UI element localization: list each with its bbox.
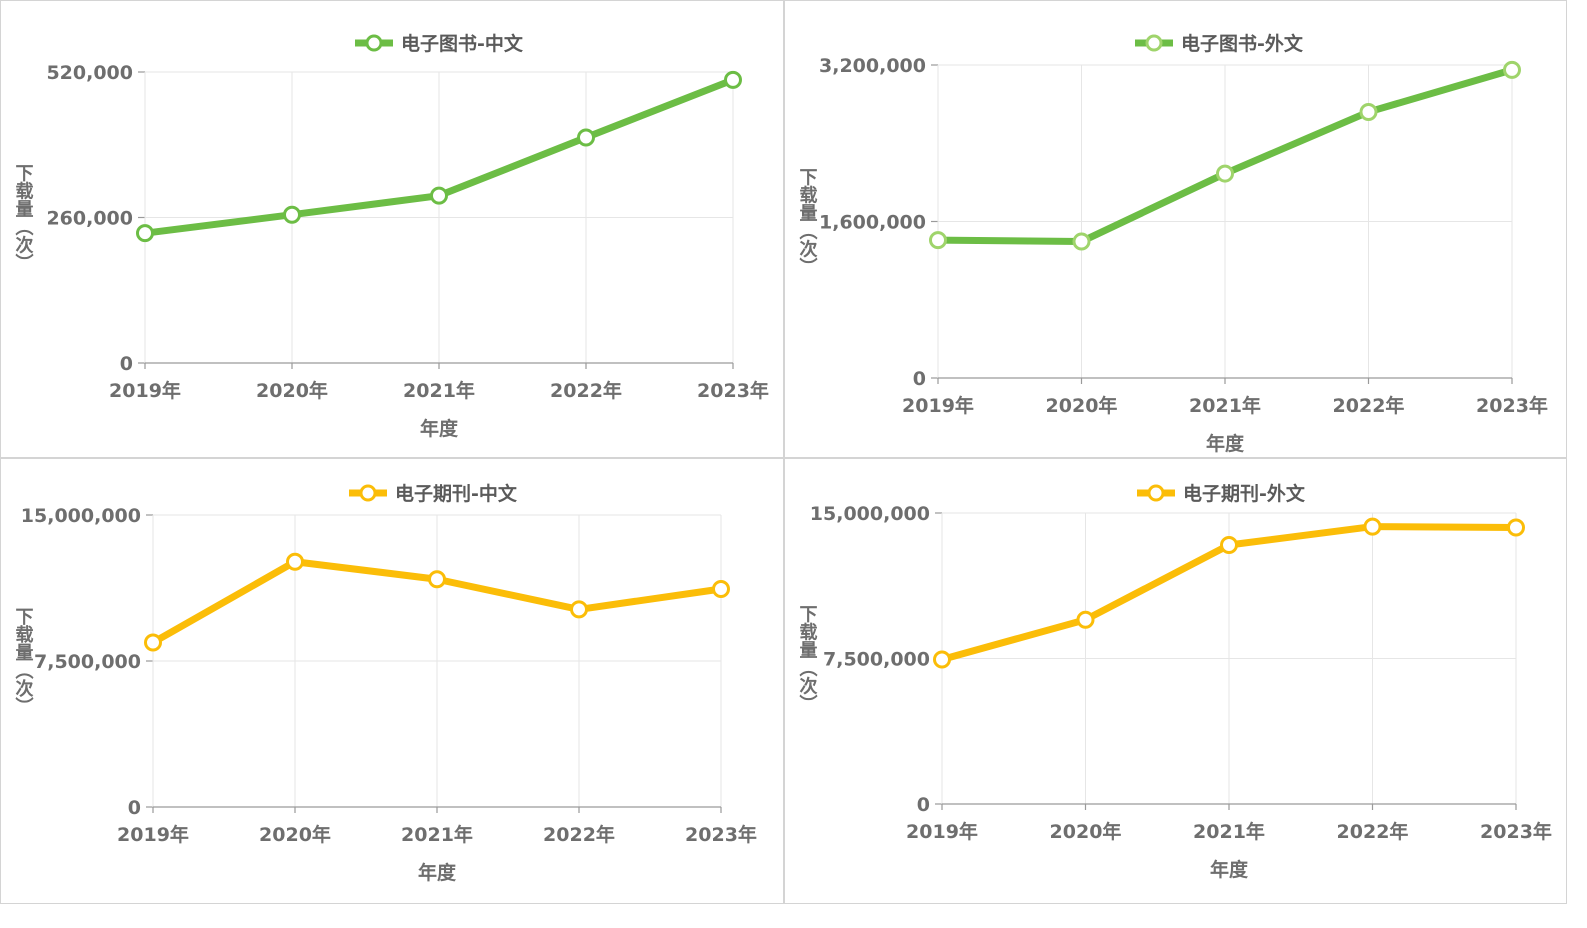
legend-label: 电子期刊-外文 xyxy=(1183,482,1306,505)
y-tick-label: 7,500,000 xyxy=(34,651,141,673)
x-tick-label: 2022年 xyxy=(550,379,622,402)
data-point[interactable] xyxy=(1076,610,1095,629)
x-tick-label: 2021年 xyxy=(1189,394,1261,417)
data-point[interactable] xyxy=(1220,536,1238,555)
chart-panel-ejournal-chinese: 0 7,500,000 15,000,000 2019年 2020年 2021年 2022年… xyxy=(0,458,784,904)
y-axis-title: 下载量（次） xyxy=(13,607,34,715)
x-tick-label: 2019年 xyxy=(902,394,974,417)
data-point[interactable] xyxy=(428,570,446,589)
chart-panel-ebook-foreign: 0 1,600,000 3,200,000 2019年 2020年 2021年 2022年 2… xyxy=(784,0,1567,458)
data-point[interactable] xyxy=(136,224,154,243)
y-tick-label: 15,000,000 xyxy=(810,503,930,525)
data-point[interactable] xyxy=(933,650,951,669)
x-tick-label: 2023年 xyxy=(1480,820,1552,843)
legend-swatch-marker xyxy=(359,484,377,502)
y-tick-label: 0 xyxy=(917,794,930,816)
x-tick-label: 2021年 xyxy=(403,379,475,402)
x-tick-label: 2023年 xyxy=(697,379,769,402)
legend-label: 电子图书-中文 xyxy=(401,32,524,55)
x-tick-label: 2020年 xyxy=(256,379,328,402)
legend-swatch-marker xyxy=(365,34,383,52)
data-point[interactable] xyxy=(712,579,730,598)
y-tick-label: 15,000,000 xyxy=(21,505,141,527)
x-tick-label: 2020年 xyxy=(1046,394,1118,417)
data-point[interactable] xyxy=(577,128,595,147)
x-tick-label: 2019年 xyxy=(109,379,181,402)
x-tick-label: 2022年 xyxy=(543,823,615,846)
x-axis-title: 年度 xyxy=(1206,432,1245,455)
x-tick-label: 2022年 xyxy=(1333,394,1405,417)
y-tick-label: 0 xyxy=(128,797,141,819)
y-axis-title: 下载量（次） xyxy=(797,168,818,276)
legend[interactable]: 电子期刊-外文 xyxy=(1137,482,1306,505)
data-point[interactable] xyxy=(430,186,448,205)
y-axis-title: 下载量（次） xyxy=(13,164,34,272)
data-point[interactable] xyxy=(1503,60,1521,79)
y-tick-label: 0 xyxy=(913,368,926,390)
legend-label: 电子期刊-中文 xyxy=(395,482,518,505)
y-tick-label: 520,000 xyxy=(46,62,133,84)
x-tick-label: 2022年 xyxy=(1337,820,1409,843)
legend-swatch-marker xyxy=(1145,34,1163,52)
y-axis-title: 下载量（次） xyxy=(797,605,818,713)
data-point[interactable] xyxy=(724,70,742,89)
data-point[interactable] xyxy=(570,600,588,619)
data-point[interactable] xyxy=(144,633,162,652)
chart-svg: 0 260,000 520,000 2019年 2020年 2021年 2022年 2023年… xyxy=(13,32,769,440)
data-point[interactable] xyxy=(286,552,304,571)
legend[interactable]: 电子图书-外文 xyxy=(1135,32,1304,55)
x-axis-title: 年度 xyxy=(1210,858,1249,881)
chart-svg: 0 1,600,000 3,200,000 2019年 2020年 2021年 2022年 2… xyxy=(797,32,1548,455)
x-tick-label: 2023年 xyxy=(685,823,757,846)
data-point[interactable] xyxy=(1363,517,1382,536)
x-tick-label: 2023年 xyxy=(1476,394,1548,417)
chart-panel-ebook-chinese: 0 260,000 520,000 2019年 2020年 2021年 2022年 2023年… xyxy=(0,0,784,458)
x-tick-label: 2020年 xyxy=(1050,820,1122,843)
data-point[interactable] xyxy=(1507,518,1525,537)
y-tick-label: 260,000 xyxy=(46,208,133,230)
x-tick-label: 2021年 xyxy=(401,823,473,846)
data-point[interactable] xyxy=(1216,164,1234,183)
x-axis-title: 年度 xyxy=(420,417,459,440)
chart-svg: 0 7,500,000 15,000,000 2019年 2020年 2021年 2022年… xyxy=(13,482,757,884)
legend-label: 电子图书-外文 xyxy=(1181,32,1304,55)
legend[interactable]: 电子图书-中文 xyxy=(355,32,524,55)
data-point[interactable] xyxy=(1359,102,1378,121)
data-point[interactable] xyxy=(283,205,301,224)
x-tick-label: 2020年 xyxy=(259,823,331,846)
y-tick-label: 1,600,000 xyxy=(819,212,926,234)
chart-svg: 0 7,500,000 15,000,000 2019年 2020年 2021年 2022年… xyxy=(797,482,1552,881)
data-point[interactable] xyxy=(929,231,947,250)
x-tick-label: 2021年 xyxy=(1193,820,1265,843)
data-point[interactable] xyxy=(1072,232,1091,251)
legend-swatch-marker xyxy=(1147,484,1165,502)
y-tick-label: 7,500,000 xyxy=(823,649,930,671)
x-tick-label: 2019年 xyxy=(117,823,189,846)
chart-panel-ejournal-foreign: 0 7,500,000 15,000,000 2019年 2020年 2021年 2022年… xyxy=(784,458,1567,904)
legend[interactable]: 电子期刊-中文 xyxy=(349,482,518,505)
x-axis-title: 年度 xyxy=(418,861,457,884)
y-tick-label: 0 xyxy=(120,353,133,375)
x-tick-label: 2019年 xyxy=(906,820,978,843)
y-tick-label: 3,200,000 xyxy=(819,55,926,77)
